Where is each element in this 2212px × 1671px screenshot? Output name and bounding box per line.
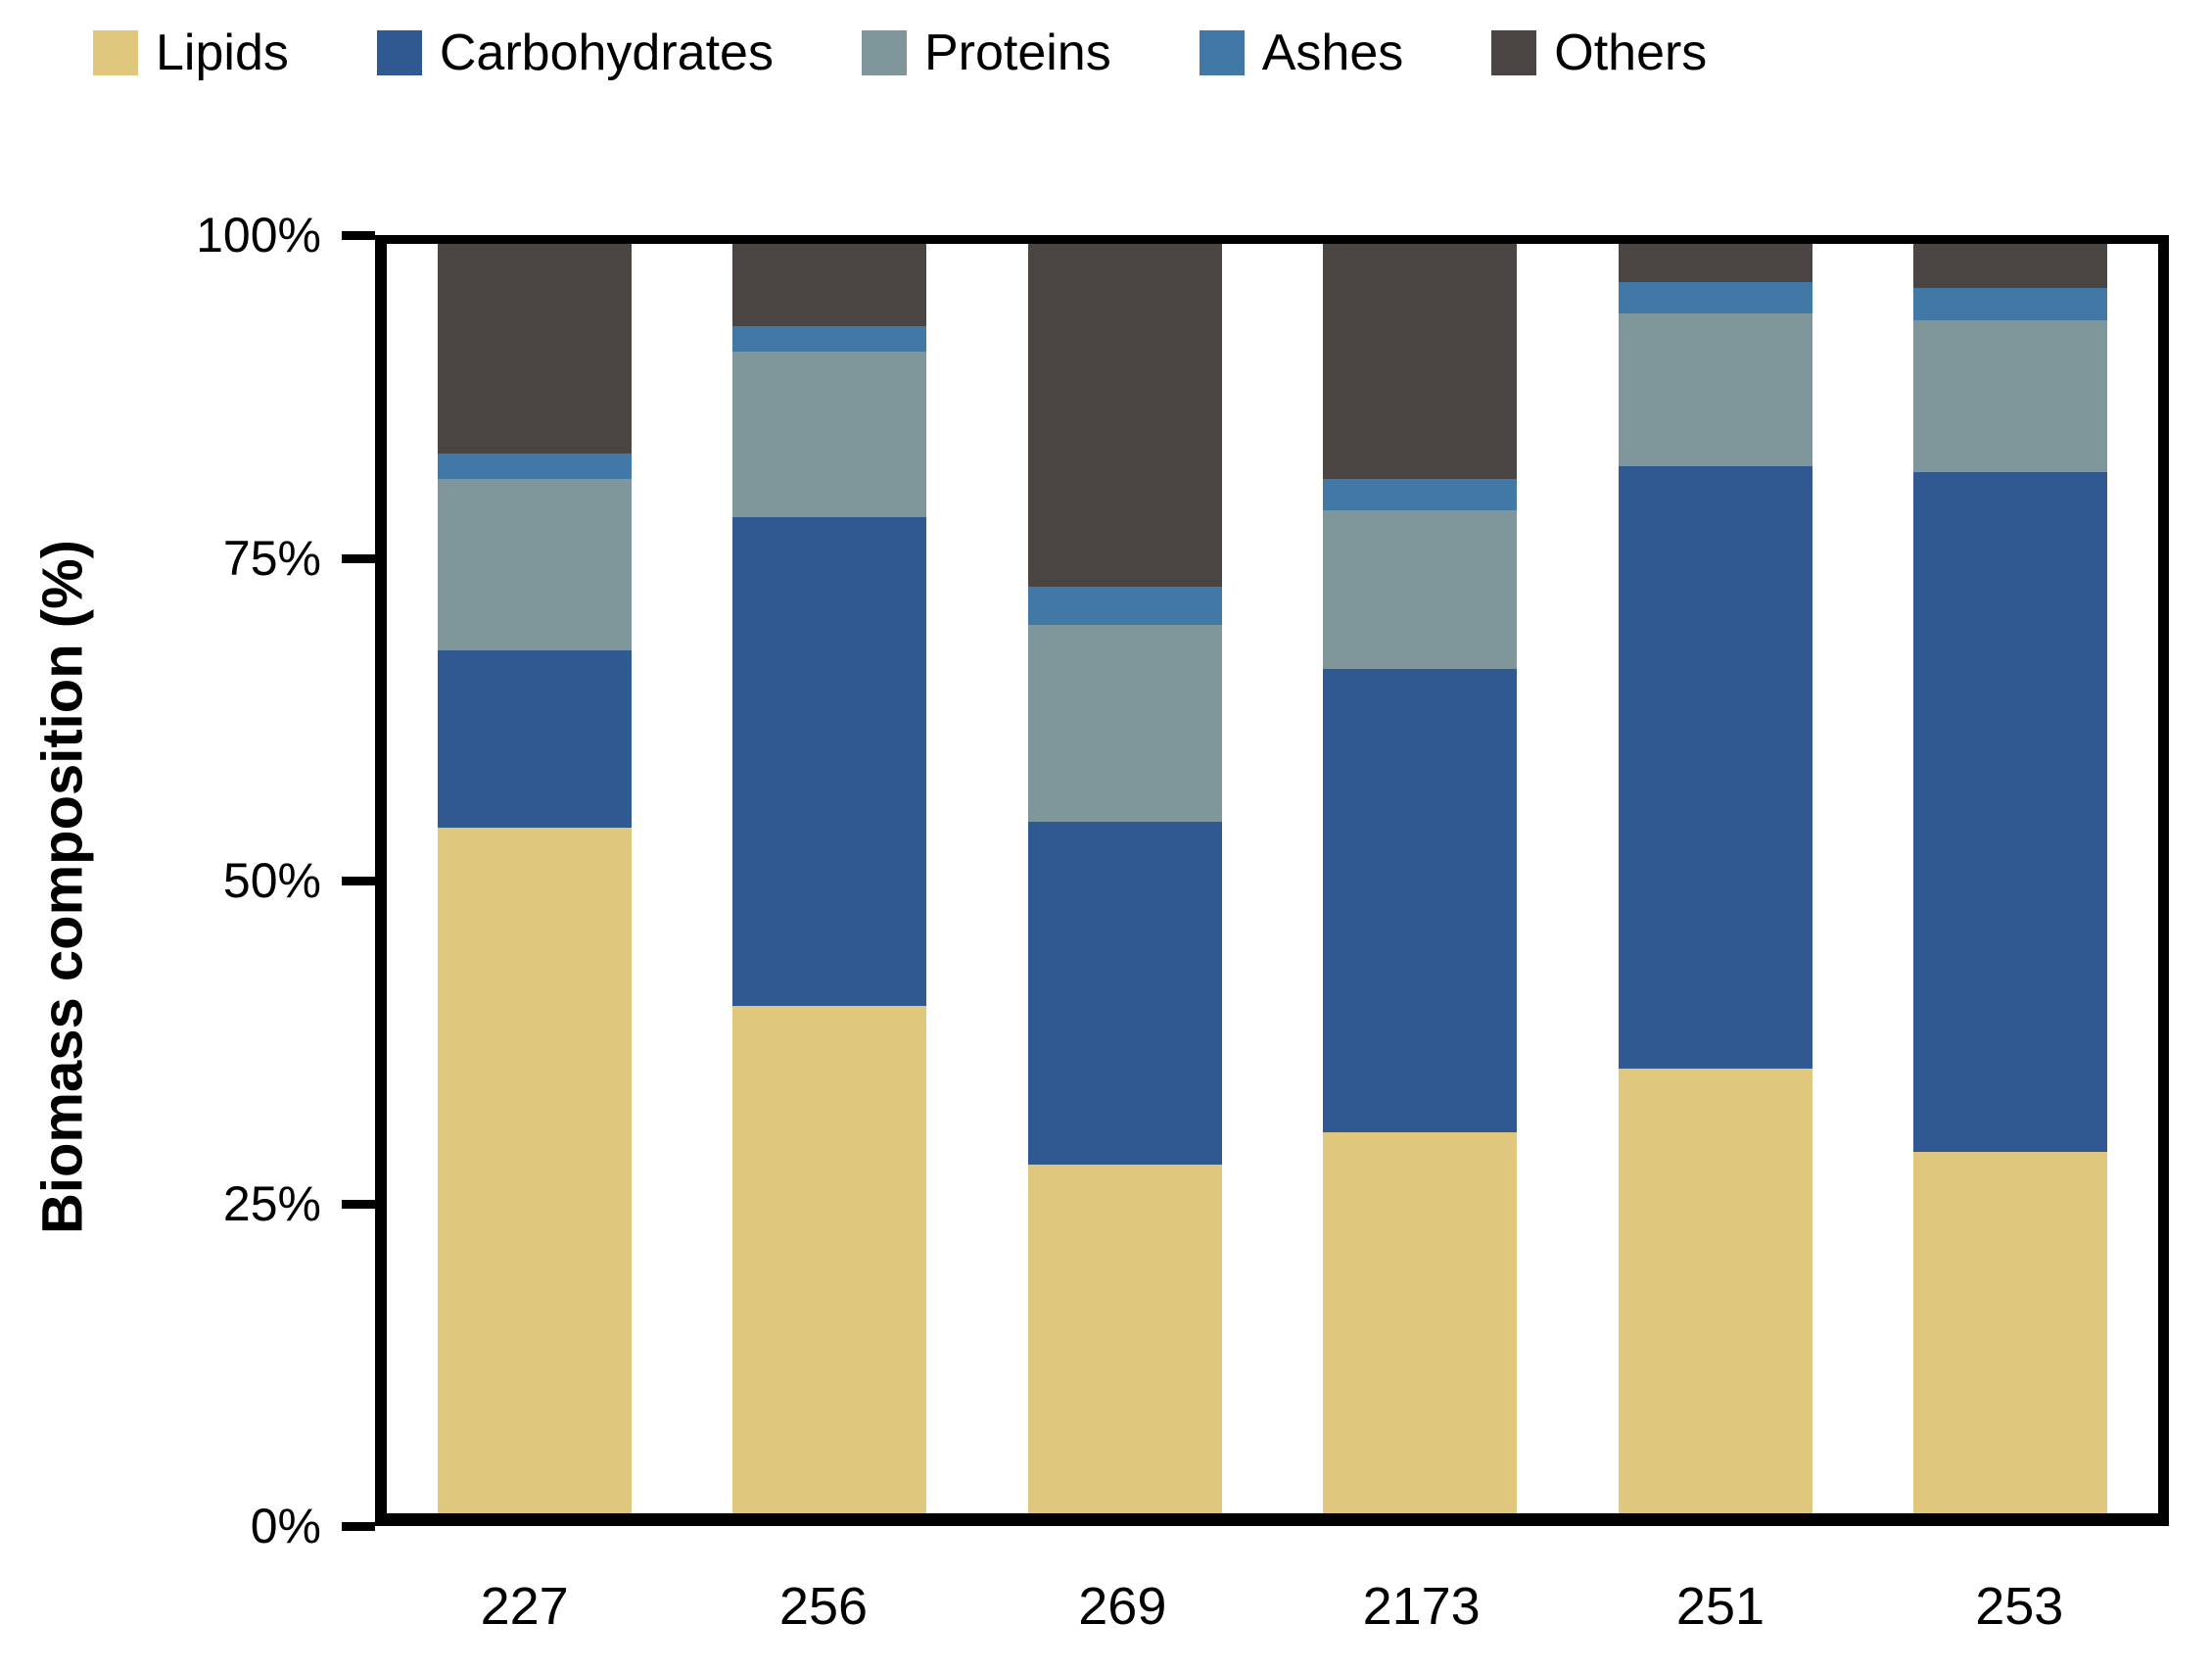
segment-carbohydrates-256 [732, 516, 927, 1006]
segment-ashes-227 [437, 453, 632, 479]
legend-item-lipids: Lipids [93, 27, 289, 78]
segment-carbohydrates-253 [1913, 472, 2108, 1152]
segment-others-269 [1027, 244, 1222, 587]
segment-lipids-227 [437, 828, 632, 1513]
y-tick-label: 75% [222, 530, 321, 586]
legend-swatch-icon [93, 30, 138, 75]
legend-item-others: Others [1491, 27, 1707, 78]
bar-227 [437, 244, 632, 1513]
y-tick-mark [342, 553, 375, 563]
bar-2173 [1323, 244, 1518, 1513]
legend-label: Carbohydrates [439, 24, 774, 81]
y-tick-mark [342, 877, 375, 885]
x-tick-label-253: 253 [1975, 1577, 2064, 1636]
segment-ashes-269 [1027, 586, 1222, 625]
plot-area [375, 235, 2169, 1526]
y-tick-label: 0% [250, 1499, 321, 1553]
segment-ashes-2173 [1323, 478, 1518, 511]
y-axis-title: Biomass composition (%) [30, 540, 95, 1234]
segment-ashes-251 [1618, 281, 1812, 314]
y-tick-mark [342, 231, 375, 240]
segment-carbohydrates-251 [1618, 465, 1812, 1070]
segment-others-2173 [1323, 244, 1518, 479]
legend-swatch-icon [1491, 30, 1537, 75]
x-tick-label-2173: 2173 [1362, 1577, 1481, 1636]
segment-ashes-253 [1913, 288, 2108, 320]
y-tick-label: 50% [222, 853, 321, 908]
x-tick-label-269: 269 [1078, 1577, 1167, 1636]
bar-256 [732, 244, 927, 1513]
x-tick-label-251: 251 [1675, 1577, 1765, 1636]
legend: Lipids Carbohydrates Proteins Ashes Others [93, 27, 1707, 78]
legend-label: Lipids [156, 24, 289, 81]
legend-label: Proteins [923, 24, 1111, 81]
y-tick-mark [342, 1522, 375, 1531]
segment-lipids-2173 [1323, 1132, 1518, 1513]
y-tick-label: 25% [222, 1175, 321, 1231]
segment-proteins-256 [732, 352, 927, 517]
bar-269 [1027, 244, 1222, 1513]
y-tick-label: 100% [196, 208, 321, 263]
legend-label: Ashes [1261, 24, 1404, 81]
bar-251 [1618, 244, 1812, 1513]
legend-item-carbohydrates: Carbohydrates [376, 24, 774, 81]
x-axis-labels: 227 256 269 2173 251 253 [375, 1575, 2169, 1639]
segment-proteins-251 [1618, 313, 1812, 466]
legend-label: Others [1554, 24, 1708, 81]
segment-others-253 [1913, 244, 2108, 289]
segment-ashes-256 [732, 326, 927, 353]
segment-lipids-256 [732, 1005, 927, 1513]
segment-proteins-253 [1913, 319, 2108, 473]
segment-carbohydrates-227 [437, 649, 632, 829]
legend-swatch-icon [376, 30, 422, 75]
segment-proteins-227 [437, 478, 632, 650]
segment-proteins-269 [1027, 624, 1222, 822]
y-tick-mark [342, 1199, 375, 1209]
legend-item-ashes: Ashes [1199, 24, 1404, 81]
segment-lipids-253 [1913, 1151, 2108, 1513]
segment-proteins-2173 [1323, 510, 1518, 670]
segment-others-251 [1618, 244, 1812, 282]
bars-container [387, 244, 2158, 1513]
segment-others-256 [732, 244, 927, 327]
x-tick-label-256: 256 [778, 1577, 869, 1636]
segment-lipids-251 [1618, 1069, 1812, 1513]
legend-item-proteins: Proteins [861, 24, 1111, 81]
bar-253 [1913, 244, 2108, 1513]
segment-carbohydrates-269 [1027, 821, 1222, 1165]
segment-carbohydrates-2173 [1323, 669, 1518, 1133]
x-tick-label-227: 227 [480, 1577, 569, 1636]
segment-others-227 [437, 244, 632, 454]
legend-swatch-icon [861, 30, 907, 75]
segment-lipids-269 [1027, 1164, 1222, 1513]
legend-swatch-icon [1199, 30, 1245, 75]
